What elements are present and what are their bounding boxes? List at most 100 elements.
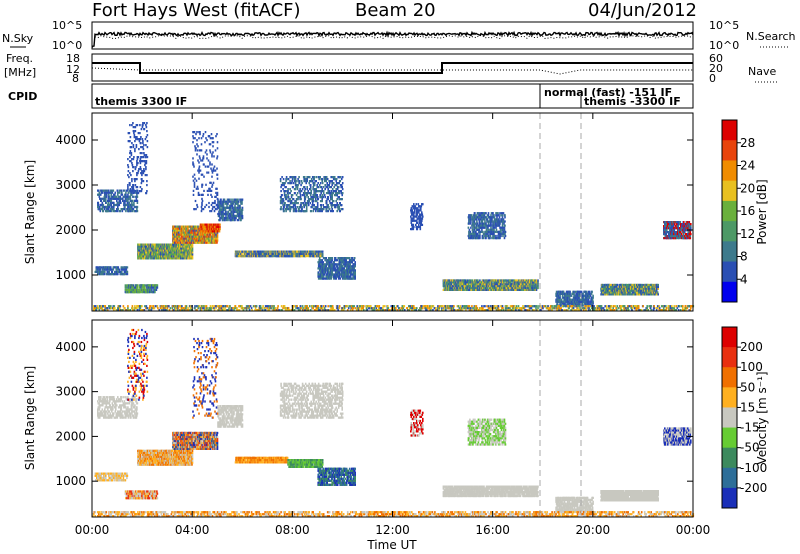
power-cell	[315, 200, 318, 203]
freq-tick-18: 18	[66, 52, 80, 65]
power-cell	[155, 288, 158, 291]
power-cell	[473, 230, 475, 233]
power-cell	[102, 197, 105, 200]
power-cell	[332, 204, 334, 207]
power-cell	[187, 241, 189, 244]
power-cell	[321, 210, 323, 213]
power-cell	[116, 208, 118, 211]
power-cell	[323, 206, 325, 209]
power-cell	[317, 186, 319, 189]
power-cell	[124, 266, 126, 269]
power-cell	[280, 190, 282, 193]
power-cell	[319, 210, 322, 213]
power-cell	[307, 202, 309, 205]
power-cell	[150, 243, 152, 246]
power-cell	[332, 210, 334, 213]
power-cell	[468, 222, 470, 225]
power-cell	[107, 268, 109, 271]
power-cell	[218, 214, 221, 218]
power-cell	[99, 268, 102, 271]
power-cell	[148, 253, 150, 256]
power-cell	[333, 186, 335, 189]
power-cell	[152, 257, 154, 260]
power-cell	[316, 196, 319, 199]
power-cell	[203, 241, 206, 244]
power-cell	[266, 250, 268, 253]
power-cell	[297, 178, 299, 181]
power-cell	[216, 228, 219, 231]
power-cell	[182, 247, 184, 250]
power-cell	[343, 263, 345, 266]
power-cell	[233, 210, 235, 213]
power-cell	[274, 252, 277, 255]
power-cell	[191, 225, 193, 228]
power-cell	[197, 233, 199, 236]
power-cell	[227, 212, 229, 216]
power-cell	[353, 267, 355, 270]
power-cell	[236, 210, 239, 213]
nsky-trace	[91, 30, 694, 48]
power-cell	[118, 203, 121, 207]
power-cell	[303, 194, 305, 197]
power-cell	[312, 198, 314, 201]
power-cell	[235, 210, 238, 213]
power-cell	[464, 279, 467, 282]
power-cell	[126, 266, 129, 269]
power-cell	[470, 220, 472, 223]
power-cell	[330, 277, 332, 280]
power-cell	[298, 180, 301, 183]
power-cell	[286, 178, 288, 181]
power-cell	[330, 265, 332, 268]
power-cell	[215, 225, 217, 228]
power-cell	[318, 210, 320, 213]
power-cell	[316, 204, 319, 207]
power-cell	[338, 273, 341, 276]
power-cell	[223, 200, 225, 203]
power-cell	[235, 208, 237, 211]
power-cell	[106, 273, 108, 276]
power-cell	[468, 232, 470, 235]
power-cell	[185, 245, 188, 248]
power-cell	[103, 268, 105, 271]
power-cell	[226, 202, 228, 205]
power-cell	[319, 261, 321, 264]
power-cell	[341, 257, 343, 260]
power-cell	[280, 196, 282, 199]
power-cell	[509, 286, 512, 290]
power-cell	[330, 186, 332, 189]
power-cell	[230, 214, 232, 218]
power-cell	[325, 277, 327, 280]
power-cell	[335, 277, 337, 280]
power-cell	[326, 178, 329, 181]
power-cell	[325, 180, 327, 183]
power-cell	[124, 273, 126, 276]
power-cell	[486, 279, 488, 282]
power-cell	[101, 270, 103, 273]
power-cell	[238, 208, 241, 211]
power-cell	[345, 267, 348, 270]
power-cell	[190, 249, 193, 252]
power-cell	[228, 198, 230, 201]
power-cell	[321, 182, 324, 185]
power-cell	[258, 252, 260, 255]
power-cell	[342, 267, 344, 270]
power-cell	[454, 286, 456, 290]
power-cell	[97, 268, 100, 271]
power-cell	[349, 267, 352, 270]
power-cell	[319, 259, 322, 262]
power-cell	[177, 229, 180, 232]
power-cell	[316, 206, 319, 209]
power-cell	[172, 251, 175, 254]
power-cell	[225, 206, 227, 209]
power-cell	[173, 233, 175, 236]
power-cell	[219, 202, 222, 205]
power-cell	[317, 273, 319, 276]
power-cell	[468, 228, 471, 231]
power-cell	[141, 291, 144, 294]
power-cell	[241, 217, 244, 220]
nsearch-tick-bottom: 10^0	[709, 39, 739, 52]
power-cell	[329, 275, 332, 278]
power-cell	[137, 247, 140, 250]
power-cell	[283, 184, 285, 187]
power-cell	[334, 269, 336, 272]
